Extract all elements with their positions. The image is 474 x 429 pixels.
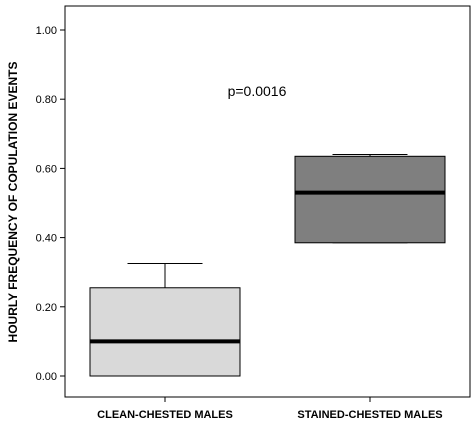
x-axis: CLEAN-CHESTED MALES STAINED-CHESTED MALES bbox=[97, 397, 443, 421]
box-iqr bbox=[89, 287, 241, 377]
y-tick-label: 0.00 bbox=[36, 371, 57, 383]
y-tick-label: 0.40 bbox=[36, 233, 57, 245]
y-tick-label: 0.80 bbox=[36, 94, 57, 106]
p-value-annotation: p=0.0016 bbox=[228, 83, 287, 99]
y-tick-label: 0.20 bbox=[36, 302, 57, 314]
y-tick-label: 0.60 bbox=[36, 163, 57, 175]
x-tick-label: STAINED-CHESTED MALES bbox=[297, 409, 442, 421]
y-axis-label: HOURLY FREQUENCY OF COPULATION EVENTS bbox=[6, 62, 20, 343]
box-iqr bbox=[294, 155, 446, 244]
y-tick-label: 1.00 bbox=[36, 25, 57, 37]
x-tick-label: CLEAN-CHESTED MALES bbox=[97, 409, 233, 421]
y-axis: 0.00 0.20 0.40 0.60 0.80 1.00 bbox=[36, 25, 65, 383]
boxes bbox=[89, 154, 446, 377]
